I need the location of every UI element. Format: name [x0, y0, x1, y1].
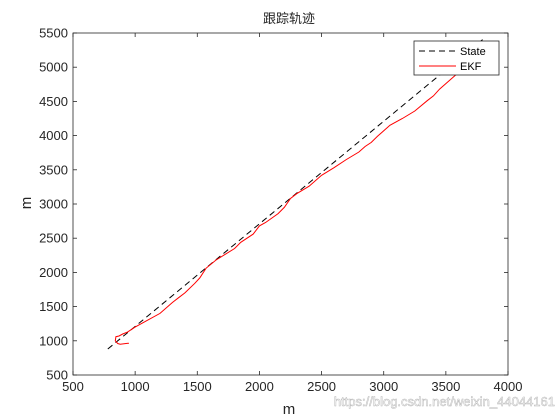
- y-tick-label: 5500: [39, 26, 68, 41]
- x-tick-label: 4000: [494, 379, 523, 394]
- y-tick-label: 500: [46, 368, 68, 383]
- x-tick-label: 2500: [307, 379, 336, 394]
- legend: State EKF: [413, 40, 500, 76]
- y-axis: 500 1000 1500 2000 2500 3000 3500 4000 4500 5000 5…: [39, 26, 508, 383]
- x-tick-label: 1000: [121, 379, 150, 394]
- x-axis: 500 1000 1500 2000 2500 3000 3500 4000: [62, 33, 522, 394]
- watermark-text: https://blog.csdn.net/weixin_44044161: [334, 394, 555, 409]
- x-tick-label: 1500: [183, 379, 212, 394]
- y-tick-label: 2000: [39, 265, 68, 280]
- data-layer: [107, 38, 484, 350]
- plot-area: [73, 33, 508, 375]
- legend-box: [413, 40, 500, 76]
- x-tick-label: 3000: [369, 379, 398, 394]
- legend-label-ekf: EKF: [460, 61, 482, 73]
- y-tick-label: 4000: [39, 128, 68, 143]
- chart-title: 跟踪轨迹: [263, 12, 315, 27]
- legend-label-state: State: [460, 46, 486, 58]
- y-tick-label: 2500: [39, 231, 68, 246]
- y-axis-label: m: [18, 197, 35, 210]
- y-tick-label: 1000: [39, 333, 68, 348]
- x-tick-label: 3500: [431, 379, 460, 394]
- series-line-ekf: [114, 42, 484, 345]
- y-tick-label: 5000: [39, 60, 68, 75]
- y-tick-label: 3500: [39, 162, 68, 177]
- x-tick-label: 500: [62, 379, 84, 394]
- y-tick-label: 1500: [39, 299, 68, 314]
- x-axis-label: m: [283, 401, 296, 418]
- y-tick-label: 3000: [39, 197, 68, 212]
- x-tick-label: 2000: [245, 379, 274, 394]
- y-tick-label: 4500: [39, 94, 68, 109]
